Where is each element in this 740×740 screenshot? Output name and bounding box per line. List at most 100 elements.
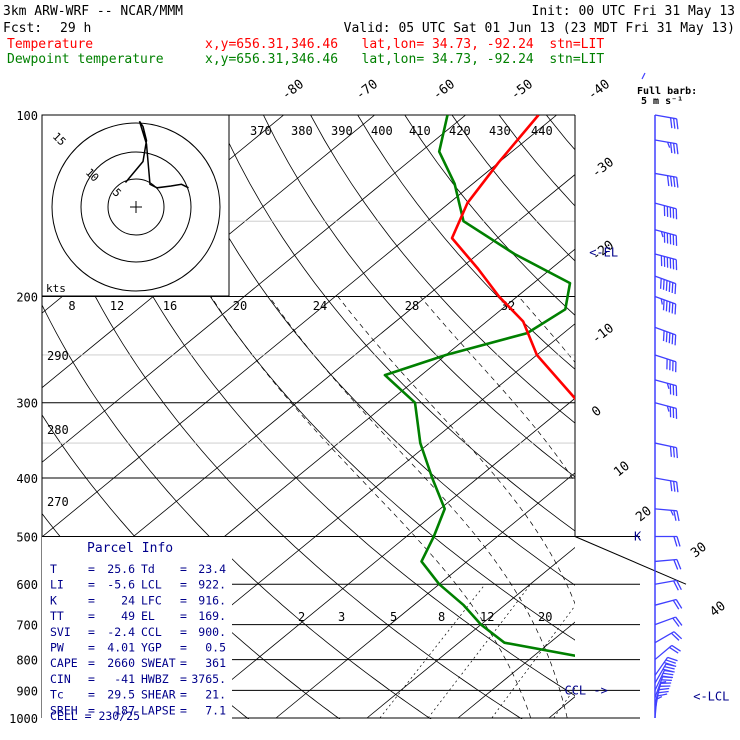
isotherm-line: [42, 115, 557, 538]
parcel-key: K: [50, 593, 57, 607]
parcel-eq: =: [180, 593, 187, 607]
isotherm-label: 30: [688, 540, 710, 561]
parcel-value: 169.: [198, 609, 226, 623]
dewpoint-info: x,y=656.31,346.46 lat,lon= 34.73, -92.24…: [205, 52, 604, 67]
wind-barb-flag: [664, 666, 675, 670]
dry-adiabat-line: [121, 115, 575, 641]
mixing-ratio-line: [379, 584, 486, 719]
wind-barb: [654, 579, 682, 591]
temperature-legend: Temperature: [7, 37, 93, 52]
wind-barb: [654, 275, 677, 295]
hodograph-trace: [124, 120, 189, 189]
pressure-label: 400: [16, 472, 38, 486]
wind-barb-flag: [672, 118, 676, 129]
wind-barb-flag: [669, 646, 679, 654]
parcel-key: CCL: [141, 625, 162, 639]
hodograph-scale-label: 24: [313, 299, 327, 313]
dry-adiabat-line: [215, 115, 575, 532]
wind-barb-flag: [673, 559, 679, 570]
dry-adiabat-line: [735, 115, 740, 731]
dry-adiabat-line: [42, 167, 523, 719]
wind-barb-flag: [671, 282, 674, 294]
wind-barb-flag: [669, 176, 673, 187]
parcel-key: T: [50, 562, 57, 576]
wind-barb-flag: [658, 690, 669, 694]
mixing-ratio-label: 12: [480, 610, 494, 624]
wind-barb-flag: [665, 300, 668, 312]
moist-adiabat-line: [268, 296, 568, 719]
wind-barb: [654, 477, 679, 493]
parcel-eq: =: [180, 688, 187, 702]
wind-barb-flag: [671, 302, 674, 314]
isotherm-label: 0: [589, 404, 604, 421]
dewpoint-profile-group: [383, 115, 575, 657]
parcel-key: Tc: [50, 688, 64, 702]
wind-barb-flag: [673, 580, 679, 591]
wind-barb: [654, 139, 679, 155]
isotherm-line: [0, 115, 11, 718]
parcel-key: YGP: [141, 641, 162, 655]
hodograph-scale-label: 16: [163, 299, 177, 313]
wind-barb-flag: [660, 231, 664, 238]
pressure-label: 300: [16, 397, 38, 411]
parcel-row: TT = 49 EL = 169.: [50, 609, 226, 623]
isotherm-label: -10: [589, 321, 617, 347]
parcel-value: 922.: [198, 578, 226, 592]
barb-key-unit: 5 m s⁻¹: [641, 96, 683, 107]
theta-label: 410: [409, 124, 431, 138]
wind-barb-flag: [673, 510, 677, 521]
hodograph-ring: [107, 178, 165, 236]
hodograph-scale-label: 20: [233, 299, 247, 313]
mixing-ratio-label: 8: [438, 610, 445, 624]
sounding-profiles: [383, 115, 575, 657]
isotherm-label: -80: [279, 77, 307, 103]
mixing-ratio-label: 3: [338, 610, 345, 624]
dry-adiabat-line: [357, 115, 575, 370]
hodograph-ring: [51, 122, 221, 292]
header: 3km ARW-WRF -- NCAR/MMM Init: 00 UTC Fri…: [3, 4, 735, 67]
wind-barb-flag: [665, 280, 668, 291]
wind-barb: [654, 644, 681, 661]
wind-barb: [654, 402, 678, 419]
wind-barb-flag: [668, 281, 671, 292]
parcel-value: -41: [114, 672, 135, 686]
parcel-key: LCL: [141, 578, 162, 592]
dry-adiabat-line: [74, 115, 575, 697]
wind-barb-shaft: [654, 477, 677, 483]
dry-adiabat-line: [263, 115, 575, 478]
wind-barb: [654, 172, 679, 188]
isotherm-label: -30: [589, 155, 617, 181]
wind-barb-flag: [676, 510, 680, 522]
hodograph-scale-label: 12: [110, 299, 124, 313]
wind-barb-shaft: [654, 229, 677, 237]
parcel-value: 7.1: [205, 703, 226, 717]
parcel-eq: =: [88, 703, 95, 717]
wind-barb-flag: [658, 687, 670, 691]
wind-barb-shaft: [654, 558, 677, 563]
wind-barb-flag: [676, 559, 682, 570]
wind-barb-flag: [676, 580, 682, 591]
parcel-key: SVI: [50, 625, 71, 639]
wind-barb-flag: [668, 332, 671, 344]
parcel-value: 49: [121, 609, 135, 623]
wind-barb: [654, 354, 677, 373]
isotherm-line: [275, 472, 575, 719]
parcel-key: LI: [50, 578, 64, 592]
annotation-ccl: CCL ->: [564, 683, 607, 697]
hodograph-scale-label: 28: [405, 299, 419, 313]
isotherm-line: [42, 174, 575, 612]
wind-barb-flag: [663, 661, 675, 667]
isotherm-line: [731, 115, 740, 718]
dry-adiabat-line: [688, 115, 740, 731]
wind-barb-flag: [672, 599, 680, 610]
parcel-eq: =: [88, 578, 95, 592]
wind-barb-flag: [660, 680, 667, 684]
parcel-info-title: Parcel Info: [87, 541, 173, 556]
parcel-value: -5.6: [107, 578, 135, 592]
wind-barb-flag: [666, 141, 671, 148]
wind-barb-flag: [656, 693, 668, 697]
pressure-label: 700: [16, 619, 38, 633]
parcel-value: -2.4: [107, 625, 135, 639]
wind-barb-shaft: [654, 442, 677, 449]
